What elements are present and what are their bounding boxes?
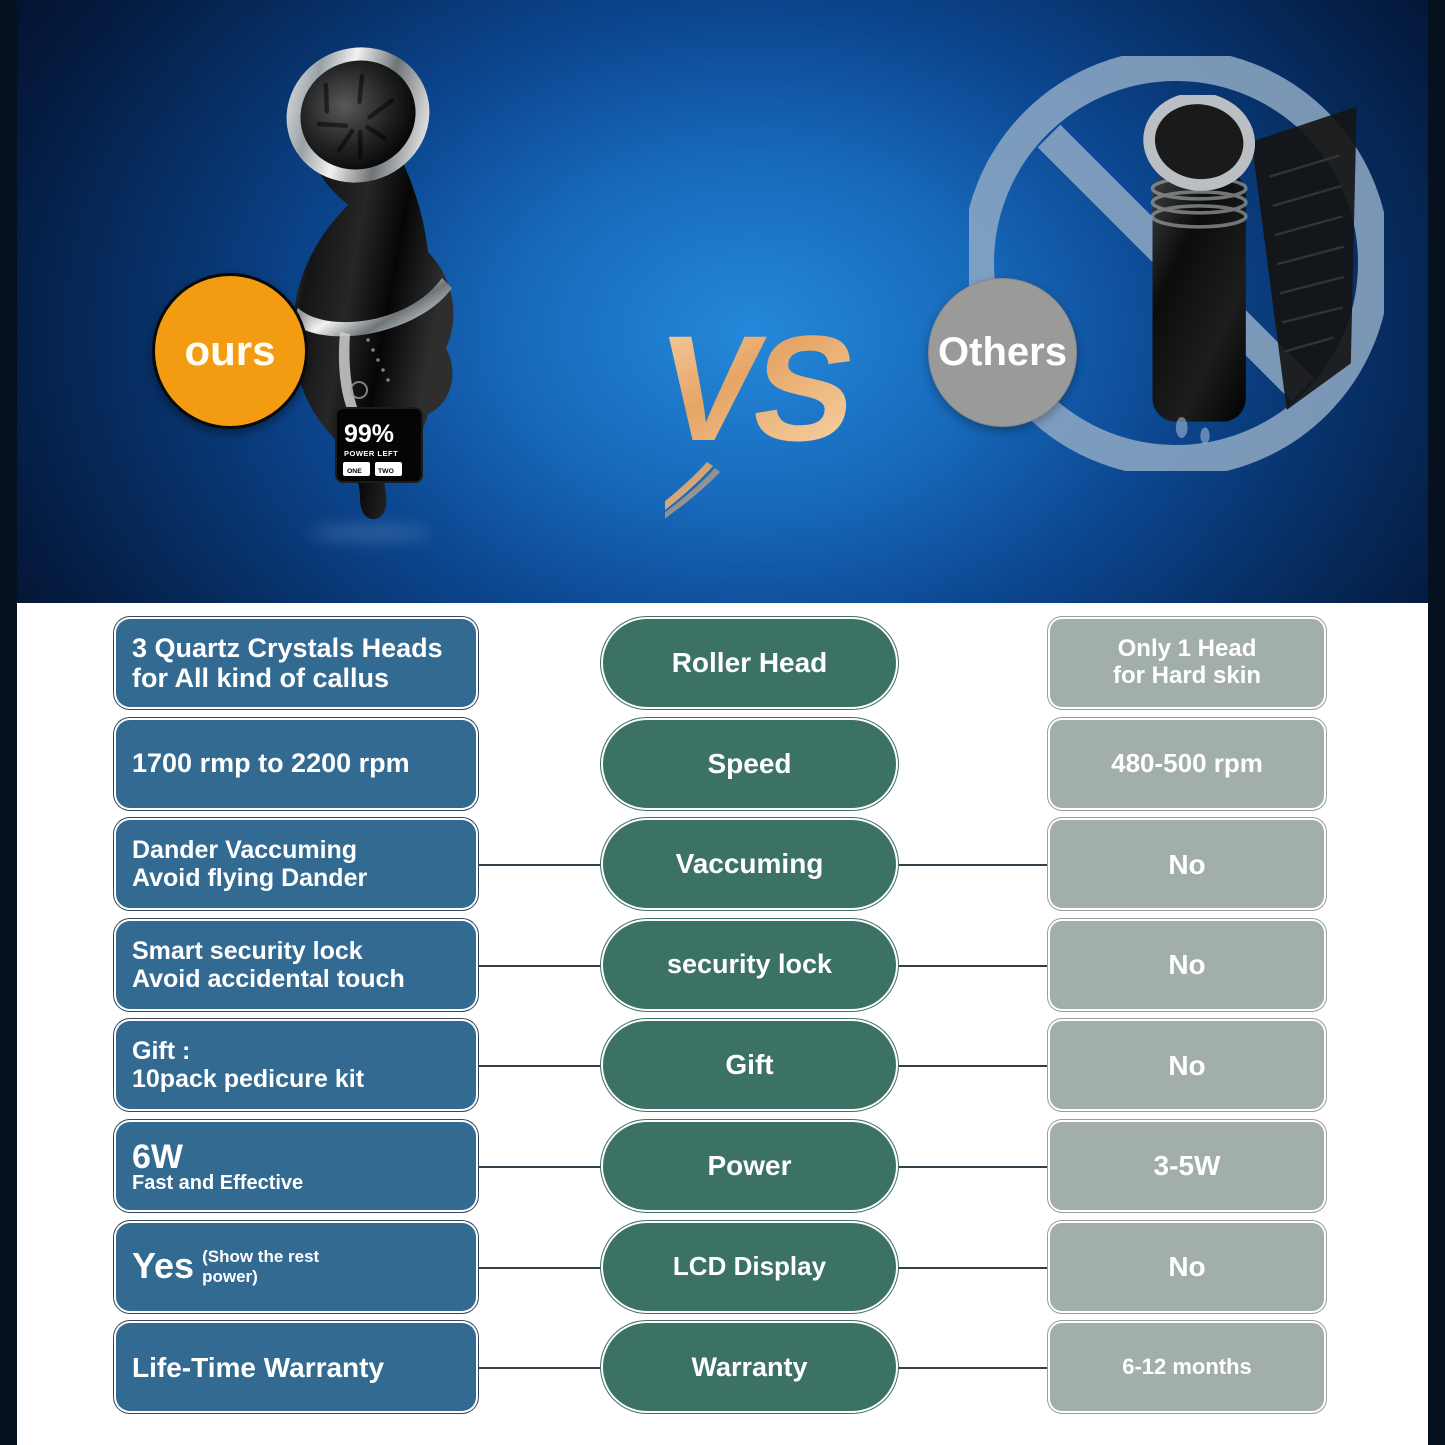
svg-text:99%: 99%	[344, 420, 394, 448]
svg-text:ONE: ONE	[347, 468, 362, 475]
svg-text:TWO: TWO	[378, 468, 394, 475]
svg-text:POWER LEFT: POWER LEFT	[344, 449, 398, 458]
svg-text:VS: VS	[665, 305, 861, 472]
